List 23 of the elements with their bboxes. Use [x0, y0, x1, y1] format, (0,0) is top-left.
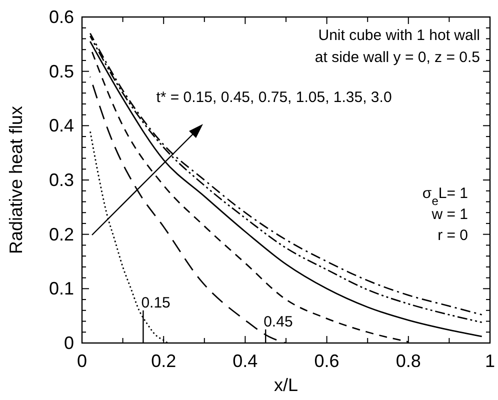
annotation: w = 1	[430, 206, 468, 223]
y-tick-label: 0.4	[48, 116, 74, 136]
x-tick-label: 0	[76, 351, 88, 371]
annotation: t* = 0.15, 0.45, 0.75, 1.05, 1.35, 3.0	[156, 89, 392, 106]
x-tick-label: 1	[484, 351, 496, 371]
y-tick-label: 0	[64, 333, 74, 353]
annotation: σ$_{e}$L= 1	[422, 185, 468, 208]
y-tick-label: 0.6	[48, 7, 74, 27]
x-tick-label: 0.6	[314, 351, 340, 371]
y-tick-label: 0.5	[48, 61, 74, 82]
x-axis-title: x/L	[274, 375, 298, 395]
x-tick-label: 0.4	[232, 351, 258, 371]
y-tick-label: 0.1	[48, 278, 74, 299]
annotation: at side wall y = 0, z = 0.5	[314, 49, 480, 66]
y-tick-label: 0.2	[48, 224, 74, 244]
y-axis-title: Radiative heat flux	[6, 106, 26, 254]
annotation: 0.15	[141, 294, 170, 312]
annotation: r = 0	[438, 227, 468, 244]
x-tick-label: 0.8	[396, 351, 421, 371]
annotation: 0.45	[264, 313, 293, 330]
y-tick-label: 0.3	[48, 170, 74, 190]
annotation: Unit cube with 1 hot wall	[318, 27, 480, 44]
x-tick-label: 0.2	[151, 351, 176, 371]
